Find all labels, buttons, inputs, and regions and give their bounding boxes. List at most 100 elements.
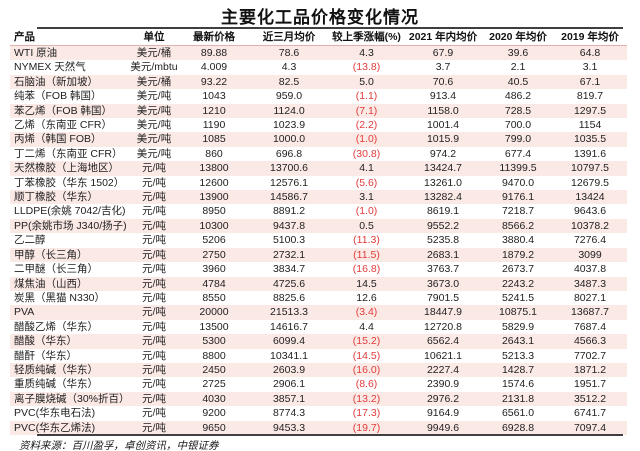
cell-y2021: 2390.9	[426, 378, 460, 391]
cell-latest: 9650	[202, 421, 226, 434]
table-bottom-rule	[37, 434, 623, 436]
cell-avg3m: 21513.3	[270, 306, 308, 319]
table-row: 天然橡胶（上海地区） 元/吨 13800 13700.6 4.1 13424.7 11399…	[10, 161, 627, 176]
column-header: 2019 年均价	[553, 30, 627, 46]
cell-y2021: 13424.7	[424, 162, 462, 175]
column-header: 2020 年均价	[483, 30, 553, 46]
cell-y2020: 486.2	[504, 90, 532, 103]
cell-y2019: 3512.2	[573, 392, 607, 405]
cell-avg3m: 2906.1	[272, 378, 306, 391]
table-row: 石脑油（新加坡） 美元/桶 93.22 82.5 5.0 70.6 40.5 67.1	[10, 74, 627, 90]
cell-y2021: 1001.4	[426, 119, 460, 132]
cell-product: 天然橡胶（上海地区）	[14, 162, 119, 175]
cell-y2019: 13424	[575, 191, 605, 204]
table-row: 二甲醚（长三角） 元/吨 3960 3834.7 (16.8) 3763.7 2673.7 4…	[10, 262, 627, 276]
cell-unit: 元/吨	[142, 291, 166, 304]
cell-unit: 元/吨	[142, 277, 166, 290]
cell-unit: 美元/吨	[136, 133, 172, 146]
cell-y2021: 6562.4	[426, 335, 460, 348]
cell-y2019: 1951.7	[573, 378, 607, 391]
cell-y2021: 13261.0	[424, 176, 462, 189]
cell-latest: 2450	[202, 363, 226, 376]
cell-y2021: 10621.1	[424, 349, 462, 362]
cell-latest: 93.22	[200, 75, 228, 88]
table-row: 离子膜烧碱（30%折百） 元/吨 4030 3857.1 (13.2) 2976.2 213…	[10, 391, 627, 407]
cell-product: WTI 原油	[14, 47, 58, 59]
cell-unit: 元/吨	[142, 349, 166, 362]
table-row: PVC(华东电石法) 元/吨 9200 8774.3 (17.3) 9164.9 6561.…	[10, 406, 627, 420]
table-row: 醋酸（华东） 元/吨 5300 6099.4 (15.2) 6562.4 2643.1 456…	[10, 334, 627, 349]
table-row: LLDPE(余姚 7042/吉化) 元/吨 8950 8891.2 (1.0) 8619.…	[10, 204, 627, 218]
source-note: 资料来源：百川盈孚，卓创资讯，中银证券	[19, 441, 219, 451]
column-header: 最新价格	[180, 30, 248, 46]
cell-avg3m: 13700.6	[270, 162, 308, 175]
cell-qoq: (8.6)	[355, 378, 378, 391]
cell-latest: 1085	[202, 133, 226, 146]
cell-product: 炭黑（黑猫 N330）	[14, 291, 106, 304]
cell-product: 重质纯碱（华东）	[14, 378, 98, 391]
cell-y2019: 1297.5	[573, 104, 607, 117]
cell-avg3m: 12576.1	[270, 176, 308, 189]
cell-product: PVA	[14, 306, 35, 319]
cell-latest: 3960	[202, 263, 226, 276]
cell-product: 石脑油（新加坡）	[14, 75, 98, 88]
cell-qoq: (30.8)	[352, 147, 381, 160]
header-row: 产品 单位 最新价格 近三月均价 较上季涨幅(%) 2021 年内均价 2020 年均价 20…	[10, 30, 627, 46]
cell-y2019: 64.8	[579, 47, 601, 59]
cell-avg3m: 8825.6	[272, 291, 306, 304]
cell-latest: 1190	[202, 119, 226, 132]
cell-product: PP(余姚市场 J340/扬子)	[14, 219, 127, 232]
table-row: 纯苯（FOB 韩国） 美元/吨 1043 959.0 (1.1) 913.4 486.2 81…	[10, 89, 627, 103]
cell-qoq: (1.0)	[355, 205, 378, 218]
cell-unit: 元/吨	[142, 407, 166, 420]
cell-latest: 12600	[199, 176, 229, 189]
table-row: 甲醇（长三角） 元/吨 2750 2732.1 (11.5) 2683.1 1879.2 30…	[10, 247, 627, 263]
cell-y2020: 2.1	[510, 61, 526, 74]
cell-unit: 美元/吨	[136, 119, 172, 132]
cell-y2021: 913.4	[429, 90, 457, 103]
cell-y2020: 6928.8	[501, 421, 535, 434]
column-header: 产品	[10, 30, 128, 46]
cell-latest: 13500	[199, 320, 229, 333]
cell-avg3m: 1000.0	[272, 133, 306, 146]
cell-y2019: 13687.7	[571, 306, 609, 319]
cell-product: PVC(华东乙烯法)	[14, 421, 96, 434]
cell-y2021: 9164.9	[426, 407, 460, 420]
cell-product: 苯乙烯（FOB 韩国）	[14, 104, 113, 117]
cell-y2019: 12679.5	[571, 176, 609, 189]
cell-y2020: 11399.5	[499, 162, 537, 175]
cell-qoq: 3.1	[359, 191, 374, 204]
cell-y2019: 4037.8	[573, 263, 607, 276]
cell-unit: 元/吨	[142, 248, 166, 261]
cell-avg3m: 10341.1	[270, 349, 308, 362]
cell-y2019: 6741.7	[573, 407, 607, 420]
cell-unit: 美元/吨	[136, 104, 172, 117]
table-row: 丁二烯（东南亚 CFR） 美元/吨 860 696.8 (30.8) 974.2 677.4…	[10, 147, 627, 161]
cell-qoq: (7.1)	[355, 104, 378, 117]
cell-latest: 8800	[202, 349, 226, 362]
cell-y2021: 3673.0	[426, 277, 460, 290]
table-row: 炭黑（黑猫 N330） 元/吨 8550 8825.6 12.6 7901.5 5241.5…	[10, 291, 627, 305]
table-row: 顺丁橡胶（华东） 元/吨 13900 14586.7 3.1 13282.4 9176.1 1…	[10, 190, 627, 205]
table-top-rule	[37, 27, 623, 29]
table-row: 苯乙烯（FOB 韩国） 美元/吨 1210 1124.0 (7.1) 1158.0 728.…	[10, 103, 627, 119]
cell-avg3m: 1023.9	[272, 119, 306, 132]
cell-avg3m: 14616.7	[270, 320, 308, 333]
cell-qoq: 12.6	[356, 291, 377, 304]
cell-y2019: 7687.4	[573, 320, 607, 333]
cell-y2019: 1154	[578, 119, 602, 132]
cell-unit: 美元/吨	[136, 90, 172, 103]
cell-y2020: 5241.5	[501, 291, 535, 304]
cell-y2020: 700.0	[504, 119, 532, 132]
cell-product: 纯苯（FOB 韩国）	[14, 90, 102, 103]
table-row: PP(余姚市场 J340/扬子) 元/吨 10300 9437.8 0.5 9552.2 8…	[10, 218, 627, 234]
cell-y2020: 40.5	[507, 75, 529, 88]
cell-latest: 4784	[202, 277, 226, 290]
column-header: 2021 年内均价	[403, 30, 483, 46]
cell-y2021: 7901.5	[426, 291, 460, 304]
cell-product: PVC(华东电石法)	[14, 407, 96, 420]
cell-y2021: 70.6	[432, 75, 454, 88]
cell-y2020: 2673.7	[501, 263, 535, 276]
cell-product: 甲醇（长三角）	[14, 248, 88, 261]
cell-y2019: 7276.4	[573, 234, 607, 247]
